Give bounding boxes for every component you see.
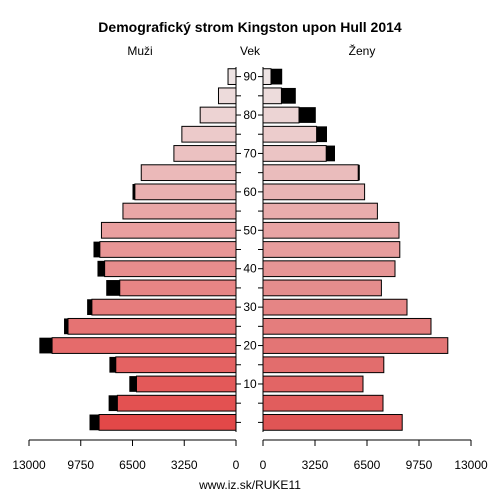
center-axis-label: Vek <box>240 44 261 58</box>
left-bar-90+ <box>227 68 237 85</box>
right-bar-40-44 <box>262 260 396 278</box>
right-bar-50-54 <box>262 221 400 239</box>
age-tick-labels: 10 20 30 40 50 60 70 80 90 <box>243 70 257 391</box>
age-tick-label: 90 <box>243 70 257 84</box>
left-excess-35-39 <box>106 280 120 296</box>
x-tick-label-right: 3250 <box>302 458 329 472</box>
left-excess-25-29 <box>64 318 69 335</box>
age-tick-label: 70 <box>243 146 257 160</box>
chart-title: Demografický strom Kingston upon Hull 20… <box>98 19 402 35</box>
left-bar-85-89 <box>217 87 237 105</box>
left-bar-20-24 <box>51 337 237 354</box>
x-tick-labels: 13000 9750 6500 3250 0 0 3250 6500 9750 13000 <box>12 458 488 472</box>
right-bar-30-34 <box>262 298 408 316</box>
age-tick-label: 80 <box>243 108 257 122</box>
left-excess-0-4 <box>89 414 100 431</box>
right-bar-45-49 <box>262 241 401 258</box>
x-tick-label-right: 13000 <box>454 458 488 472</box>
left-bars <box>39 68 237 431</box>
right-excess-70-74 <box>326 145 335 162</box>
left-series-label: Muži <box>127 44 152 58</box>
right-series-label: Ženy <box>349 43 376 58</box>
left-excess-5-9 <box>108 395 118 412</box>
right-bar-5-9 <box>262 394 384 412</box>
left-bar-45-49 <box>99 241 237 258</box>
age-tick-label: 50 <box>243 223 257 237</box>
left-bar-60-64 <box>134 183 237 201</box>
left-bar-30-34 <box>91 298 237 316</box>
left-bar-55-59 <box>122 202 237 220</box>
right-excess-75-79 <box>316 126 327 143</box>
x-tick-label-right: 0 <box>260 458 267 472</box>
right-bar-60-64 <box>262 183 366 201</box>
left-bar-35-39 <box>119 279 237 297</box>
left-excess-30-34 <box>87 299 92 316</box>
left-bar-40-44 <box>104 260 237 278</box>
right-bar-85-89 <box>262 87 282 105</box>
age-tick-label: 60 <box>243 185 257 199</box>
right-bar-80-84 <box>262 106 300 124</box>
left-bar-70-74 <box>173 145 237 162</box>
x-tick-label-left: 13000 <box>12 458 46 472</box>
left-bar-80-84 <box>199 106 237 124</box>
x-tick-label-left: 3250 <box>171 458 198 472</box>
right-bar-20-24 <box>262 337 449 354</box>
right-bar-65-69 <box>262 164 359 182</box>
right-bar-70-74 <box>262 145 327 162</box>
right-excess-80-84 <box>299 107 316 123</box>
right-excess-65-69 <box>358 164 360 181</box>
left-excess-20-24 <box>39 337 53 354</box>
x-tick-label-left: 6500 <box>119 458 146 472</box>
left-bar-65-69 <box>140 164 237 182</box>
age-tick-label: 10 <box>243 377 257 391</box>
right-bar-25-29 <box>262 317 432 335</box>
right-excess-90+ <box>271 68 283 85</box>
right-bar-90+ <box>262 68 272 85</box>
age-tick-label: 40 <box>243 262 257 276</box>
right-bar-15-19 <box>262 356 385 374</box>
left-excess-45-49 <box>93 241 100 258</box>
left-excess-15-19 <box>109 356 116 373</box>
left-excess-60-64 <box>132 183 135 200</box>
right-bar-10-14 <box>262 375 364 393</box>
age-tick-label: 30 <box>243 300 257 314</box>
left-excess-10-14 <box>129 376 137 392</box>
right-bar-75-79 <box>262 125 318 143</box>
x-tick-label-right: 6500 <box>354 458 381 472</box>
left-bar-10-14 <box>135 375 237 393</box>
left-bar-75-79 <box>181 125 237 143</box>
left-bar-5-9 <box>116 394 237 412</box>
axes <box>28 67 472 446</box>
x-tick-label-left: 0 <box>233 458 240 472</box>
x-tick-label-right: 9750 <box>406 458 433 472</box>
left-excess-40-44 <box>97 260 105 277</box>
footer-url: www.iz.sk/RUKE11 <box>198 478 301 492</box>
right-bar-55-59 <box>262 202 378 220</box>
left-bar-0-4 <box>98 414 237 431</box>
x-tick-label-left: 9750 <box>67 458 94 472</box>
left-bar-25-29 <box>67 317 237 335</box>
right-bars <box>262 68 449 431</box>
right-excess-85-89 <box>281 87 296 104</box>
left-bar-50-54 <box>100 221 237 239</box>
right-bar-35-39 <box>262 279 382 297</box>
left-bar-15-19 <box>115 356 237 374</box>
right-bar-0-4 <box>262 414 403 431</box>
age-tick-label: 20 <box>243 339 257 353</box>
